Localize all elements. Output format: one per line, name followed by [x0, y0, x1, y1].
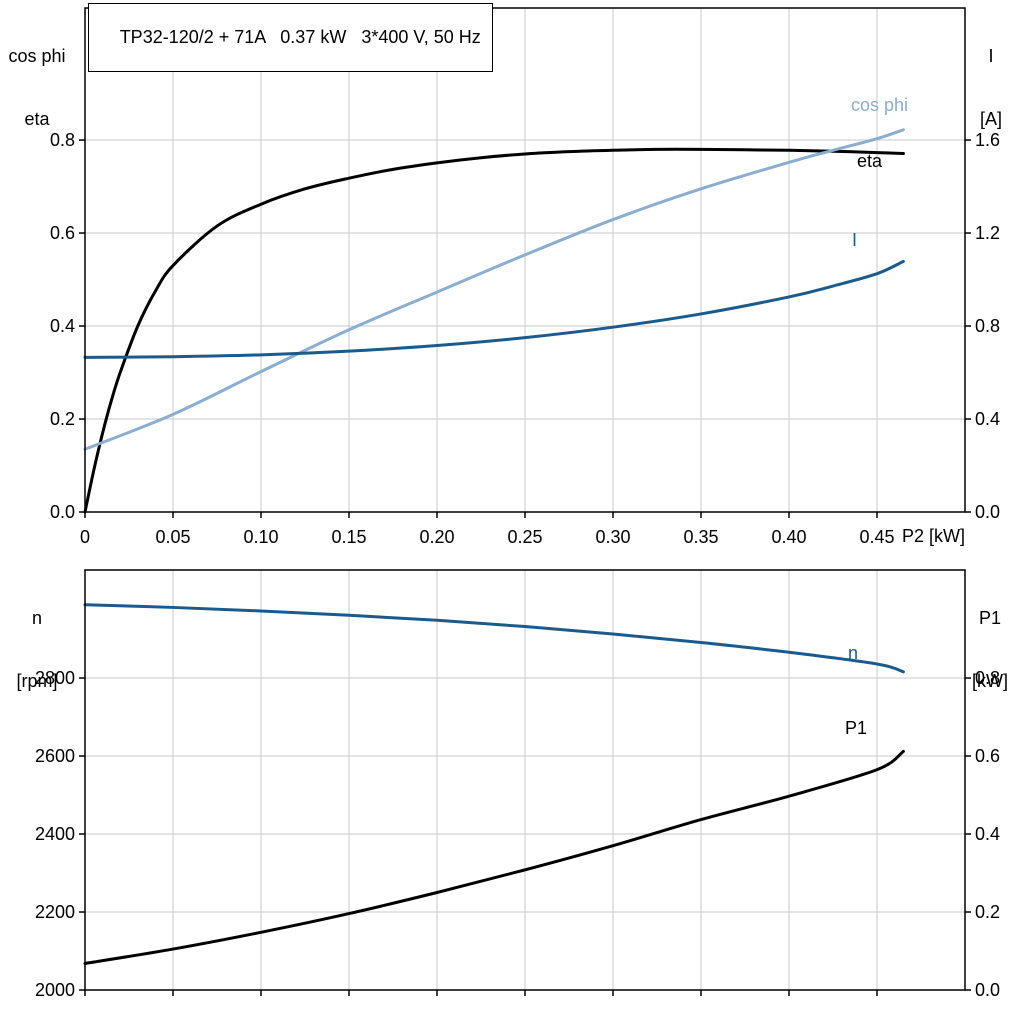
series-cos_phi-curve	[83, 128, 905, 451]
x-tick-label: 0.05	[155, 527, 190, 547]
x-tick-label: 0.45	[859, 527, 894, 547]
series-I-curve	[83, 259, 905, 359]
right-tick-label: 0.4	[975, 824, 1000, 844]
left-tick-label: 0.4	[50, 316, 75, 336]
right-tick-label: 0.4	[975, 409, 1000, 429]
right-tick-label: 0.8	[975, 316, 1000, 336]
x-tick-label: 0.10	[243, 527, 278, 547]
left-tick-label: 0.0	[50, 502, 75, 522]
right-axis-header-line2: [A]	[979, 109, 1002, 129]
x-tick-label: 0	[80, 527, 90, 547]
left-tick-label: 2800	[35, 668, 75, 688]
x-tick-label: 0.20	[419, 527, 454, 547]
top-right-axis-header: I [A]	[966, 4, 1016, 172]
series-P1-curve	[83, 749, 905, 965]
right-tick-label: 0.2	[975, 902, 1000, 922]
left-tick-label: 0.2	[50, 409, 75, 429]
chart-title: TP32-120/2 + 71A 0.37 kW 3*400 V, 50 Hz	[119, 27, 481, 47]
right-tick-label: 1.2	[975, 223, 1000, 243]
right-tick-label: 1.6	[975, 130, 1000, 150]
power-axis-header-line1: P1	[978, 608, 1002, 628]
right-tick-label: 0.0	[975, 980, 1000, 1000]
left-tick-label: 2400	[35, 824, 75, 844]
left-tick-label: 2200	[35, 902, 75, 922]
x-tick-label: 0.25	[507, 527, 542, 547]
x-tick-label: 0.40	[771, 527, 806, 547]
left-tick-label: 0.8	[50, 130, 75, 150]
curve-label-cos_phi: cos phi	[851, 95, 909, 115]
speed-axis-header-line2: [rpm]	[16, 671, 58, 691]
right-tick-label: 0.6	[975, 746, 1000, 766]
series-n-curve	[83, 603, 905, 674]
chart-title-box: TP32-120/2 + 71A 0.37 kW 3*400 V, 50 Hz	[88, 3, 493, 72]
left-axis-header-line2: eta	[24, 109, 50, 129]
left-tick-label: 2000	[35, 980, 75, 1000]
x-tick-label: 0.30	[595, 527, 630, 547]
bottom-left-axis-header: n [rpm]	[4, 566, 70, 734]
right-tick-label: 0.0	[975, 502, 1000, 522]
curve-label-I: I	[852, 230, 858, 250]
curve-label-P1: P1	[845, 718, 868, 738]
left-tick-label: 2600	[35, 746, 75, 766]
speed-axis-header-line1: n	[31, 608, 42, 628]
x-tick-label: 0.15	[331, 527, 366, 547]
x-axis-label: P2 [kW]	[902, 526, 966, 546]
top-left-axis-header: cos phi eta	[4, 4, 70, 172]
curve-label-n: n	[848, 643, 859, 663]
left-axis-header-line1: cos phi	[8, 46, 66, 66]
series-eta-curve	[83, 147, 905, 514]
bottom-right-axis-header: P1 [kW]	[962, 566, 1018, 734]
right-tick-label: 0.8	[975, 668, 1000, 688]
curve-label-eta: eta	[857, 151, 883, 171]
x-tick-label: 0.35	[683, 527, 718, 547]
left-tick-label: 0.6	[50, 223, 75, 243]
power-axis-header-line2: [kW]	[972, 671, 1008, 691]
right-axis-header-line1: I	[988, 46, 994, 66]
